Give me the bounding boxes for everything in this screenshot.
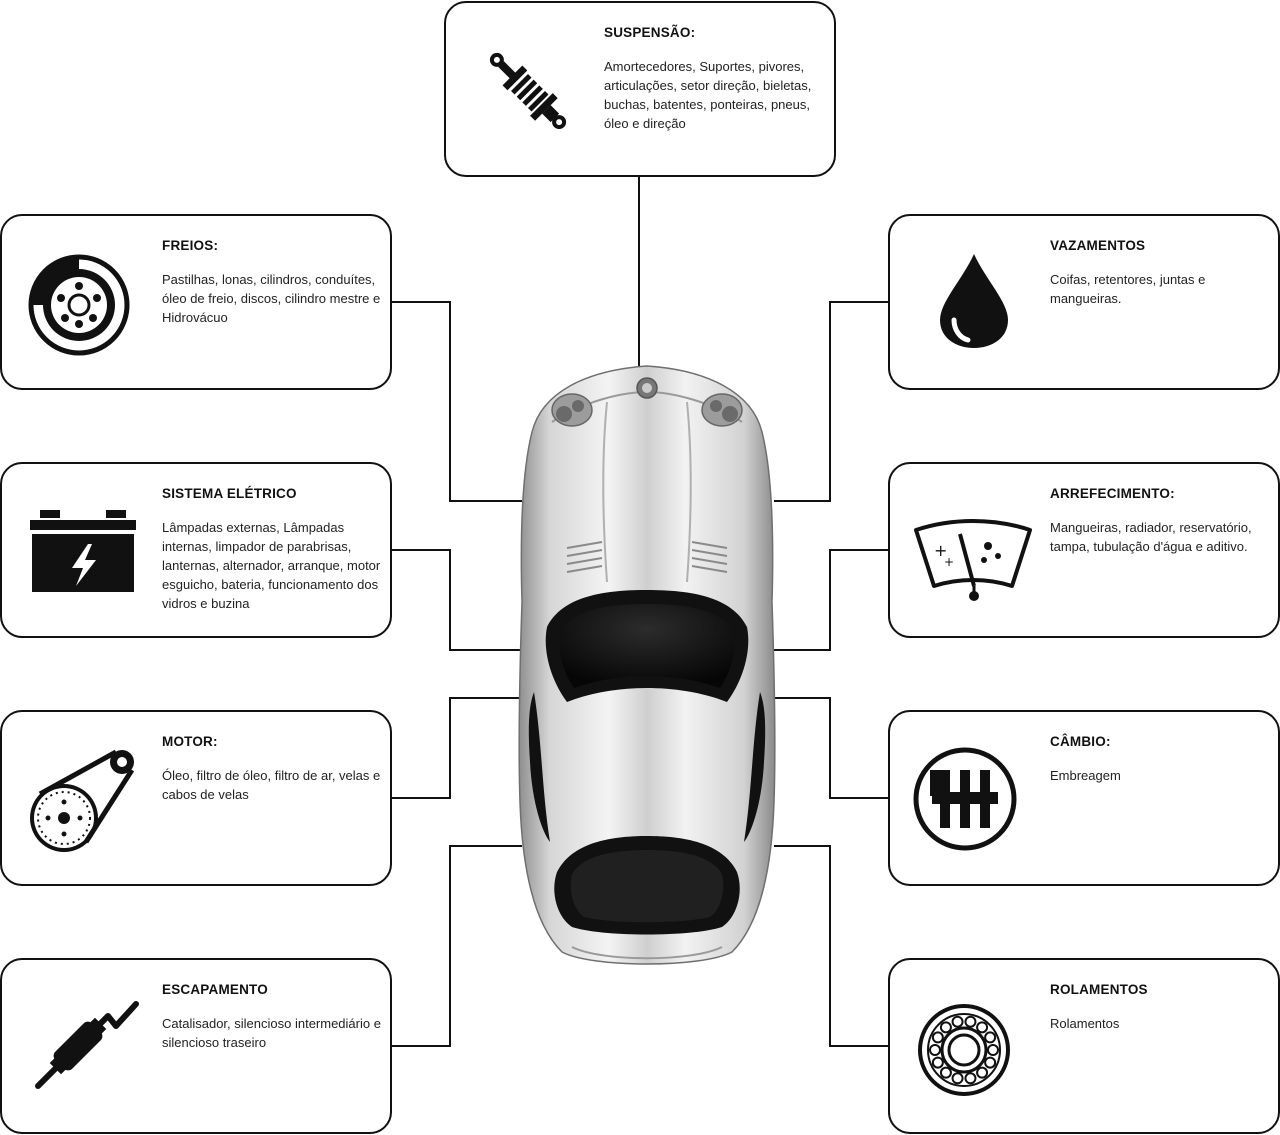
connector-freios — [390, 301, 522, 502]
brake-disc-icon — [28, 254, 130, 356]
box-title: FREIOS: — [162, 238, 219, 253]
bearing-icon — [918, 1004, 1010, 1096]
gear-shift-icon — [913, 747, 1017, 851]
bearing-ball — [984, 1031, 997, 1044]
battery-icon — [30, 510, 136, 592]
bearing-ball — [929, 1044, 941, 1056]
oil-drop-icon — [940, 254, 1008, 348]
box-description: Coifas, retentores, juntas e mangueiras. — [1050, 272, 1206, 306]
connector-rolamentos — [774, 845, 890, 1047]
box-rolamentos: ROLAMENTOS Rolamentos — [888, 958, 1280, 1134]
box-title: CÂMBIO: — [1050, 734, 1111, 749]
box-title: SISTEMA ELÉTRICO — [162, 486, 297, 501]
box-title: VAZAMENTOS — [1050, 238, 1146, 253]
box-title: SUSPENSÃO: — [604, 25, 696, 40]
shock-absorber-icon — [489, 52, 567, 130]
bearing-ball — [931, 1031, 944, 1044]
svg-text:+: + — [934, 541, 947, 560]
engine-belt-icon — [30, 749, 135, 852]
connector-arrefecimento — [774, 549, 890, 651]
exhaust-pipe-icon — [35, 1001, 139, 1089]
box-title: ARREFECIMENTO: — [1050, 486, 1175, 501]
box-title: MOTOR: — [162, 734, 218, 749]
box-freios: FREIOS: Pastilhas, lonas, cilindros, con… — [0, 214, 392, 390]
connector-motor — [390, 697, 522, 799]
box-description: Mangueiras, radiador, reservatório, tamp… — [1050, 520, 1252, 554]
bearing-ball — [951, 1072, 964, 1085]
box-description: Rolamentos — [1050, 1016, 1120, 1031]
bearing-ball — [951, 1015, 964, 1028]
bearing-ball — [964, 1072, 977, 1085]
box-description: Amortecedores, Suportes, pivores, articu… — [604, 59, 812, 131]
car-top-view-image — [518, 365, 776, 965]
bearing-ball — [939, 1021, 952, 1034]
box-description: Pastilhas, lonas, cilindros, conduítes, … — [162, 272, 381, 325]
box-description: Embreagem — [1050, 768, 1121, 783]
bearing-ball — [931, 1056, 944, 1069]
box-cambio: CÂMBIO: Embreagem — [888, 710, 1280, 886]
bearing-ball — [987, 1044, 999, 1056]
bearing-ball — [976, 1066, 989, 1079]
bearing-ball — [976, 1021, 989, 1034]
connector-vazamentos — [774, 301, 890, 502]
box-sistema-eletrico: SISTEMA ELÉTRICO Lâmpadas externas, Lâmp… — [0, 462, 392, 638]
svg-text:+: + — [944, 555, 954, 569]
box-motor: MOTOR: Óleo, filtro de óleo, filtro de a… — [0, 710, 392, 886]
box-title: ESCAPAMENTO — [162, 982, 268, 997]
box-title: ROLAMENTOS — [1050, 982, 1148, 997]
connector-escapamento — [390, 845, 522, 1047]
box-description: Óleo, filtro de óleo, filtro de ar, vela… — [162, 768, 381, 802]
bearing-ball — [984, 1056, 997, 1069]
windshield-wiper-icon: + + — [914, 519, 1032, 601]
bearing-ball — [964, 1015, 977, 1028]
box-description: Catalisador, silencioso intermediário e … — [162, 1016, 381, 1050]
connector-eletrico — [390, 549, 522, 651]
connector-cambio — [774, 697, 890, 799]
box-arrefecimento: + + ARREFECIMENTO: Mangueiras, radiador,… — [888, 462, 1280, 638]
box-vazamentos: VAZAMENTOS Coifas, retentores, juntas e … — [888, 214, 1280, 390]
bearing-ball — [939, 1066, 952, 1079]
box-escapamento: ESCAPAMENTO Catalisador, silencioso inte… — [0, 958, 392, 1134]
box-suspensao: SUSPENSÃO: Amortecedores, Suportes, pivo… — [444, 1, 836, 177]
box-description: Lâmpadas externas, Lâmpadas internas, li… — [162, 520, 381, 611]
